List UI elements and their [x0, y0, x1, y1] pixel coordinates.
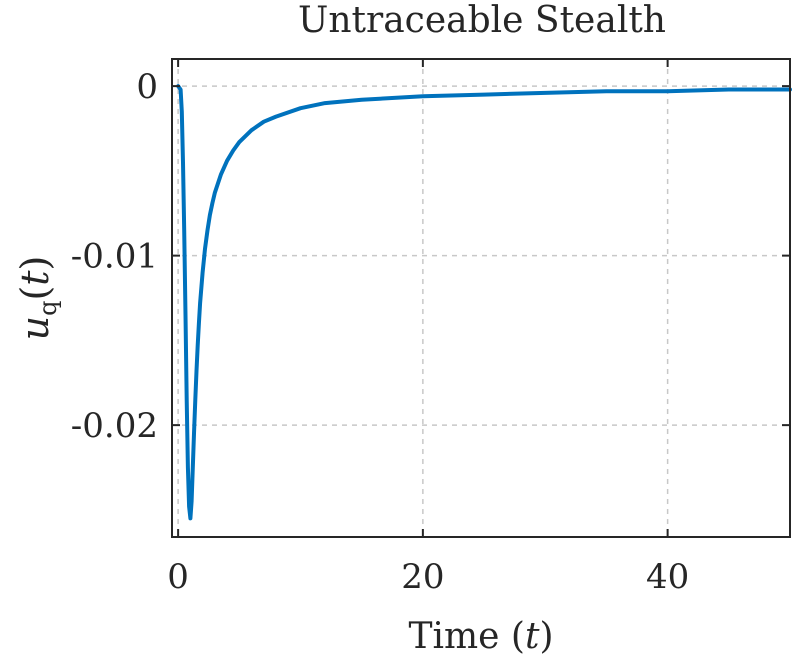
y-tick-label: -0.01: [71, 237, 158, 277]
x-axis-label-var: t: [525, 616, 540, 657]
x-tick-label: 0: [167, 557, 189, 597]
x-axis-label: Time (t): [409, 616, 554, 657]
series-line: [176, 84, 792, 521]
x-tick-label: 40: [646, 557, 689, 597]
y-axis-label-var: u: [13, 316, 57, 340]
grid-lines: [172, 59, 790, 537]
series-layer: [176, 84, 792, 521]
y-tick-label: -0.02: [71, 406, 158, 446]
svg-text:uq(t): uq(t): [13, 256, 62, 341]
x-axis-label-close: ): [539, 616, 553, 657]
y-axis-label-arg: t: [13, 270, 57, 286]
y-axis-label-close: ): [13, 256, 57, 271]
y-axis-label: uq(t): [13, 256, 62, 341]
x-axis-label-text: Time: [409, 616, 511, 657]
y-axis-label-open: (: [13, 286, 57, 301]
chart-title: Untraceable Stealth: [298, 0, 666, 41]
x-axis-label-open: (: [511, 616, 525, 657]
y-tick-label: 0: [136, 67, 158, 107]
x-tick-label: 20: [401, 557, 444, 597]
plot-frame: [171, 58, 791, 538]
y-axis-label-sub: q: [34, 301, 62, 316]
tick-labels: 0 20 40 0 -0.01 -0.02: [71, 59, 790, 597]
